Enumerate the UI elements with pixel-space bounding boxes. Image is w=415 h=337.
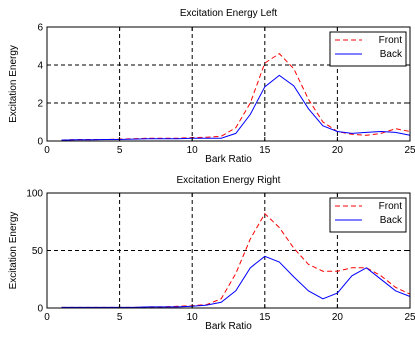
y-tick-label: 100	[26, 189, 43, 200]
x-tick-label: 20	[332, 145, 344, 156]
y-tick-label: 4	[37, 61, 43, 72]
y-tick-label: 50	[32, 246, 44, 257]
legend-label-front: Front	[379, 201, 403, 212]
x-tick-label: 0	[44, 312, 50, 323]
x-tick-label: 5	[117, 145, 123, 156]
x-tick-label: 10	[187, 312, 199, 323]
y-tick-label: 0	[37, 304, 43, 315]
chart-title: Excitation Energy Left	[180, 8, 277, 19]
x-tick-label: 0	[44, 145, 50, 156]
x-axis-label: Bark Ratio	[205, 321, 252, 332]
legend: Front Back	[329, 31, 407, 67]
legend-box	[329, 197, 407, 233]
x-tick-label: 5	[117, 312, 123, 323]
x-tick-label: 10	[187, 145, 199, 156]
legend-label-back: Back	[380, 49, 403, 60]
legend-label-back: Back	[380, 215, 403, 226]
y-tick-label: 6	[37, 23, 43, 34]
y-tick-label: 2	[37, 99, 43, 110]
axes-box	[46, 26, 411, 142]
y-axis-label: Excitation Energy	[8, 212, 19, 290]
legend-box	[329, 31, 407, 67]
legend-label-front: Front	[379, 35, 403, 46]
x-tick-label: 25	[404, 312, 415, 323]
x-tick-label: 25	[404, 145, 415, 156]
x-axis-label: Bark Ratio	[205, 154, 252, 165]
chart-panel-left: 0 5 10 15 20 25 0 2 4 6 Excitation Energy Left Bark…	[8, 8, 415, 165]
x-tick-label: 15	[259, 312, 271, 323]
legend: Front Back	[329, 197, 407, 233]
x-tick-label: 15	[259, 145, 271, 156]
chart-panel-right: 0 5 10 15 20 25 0 50 100 Excitation Energy Right B…	[8, 175, 415, 332]
y-axis-label: Excitation Energy	[8, 45, 19, 123]
chart-title: Excitation Energy Right	[177, 175, 281, 186]
y-tick-label: 0	[37, 137, 43, 148]
x-tick-label: 20	[332, 312, 344, 323]
